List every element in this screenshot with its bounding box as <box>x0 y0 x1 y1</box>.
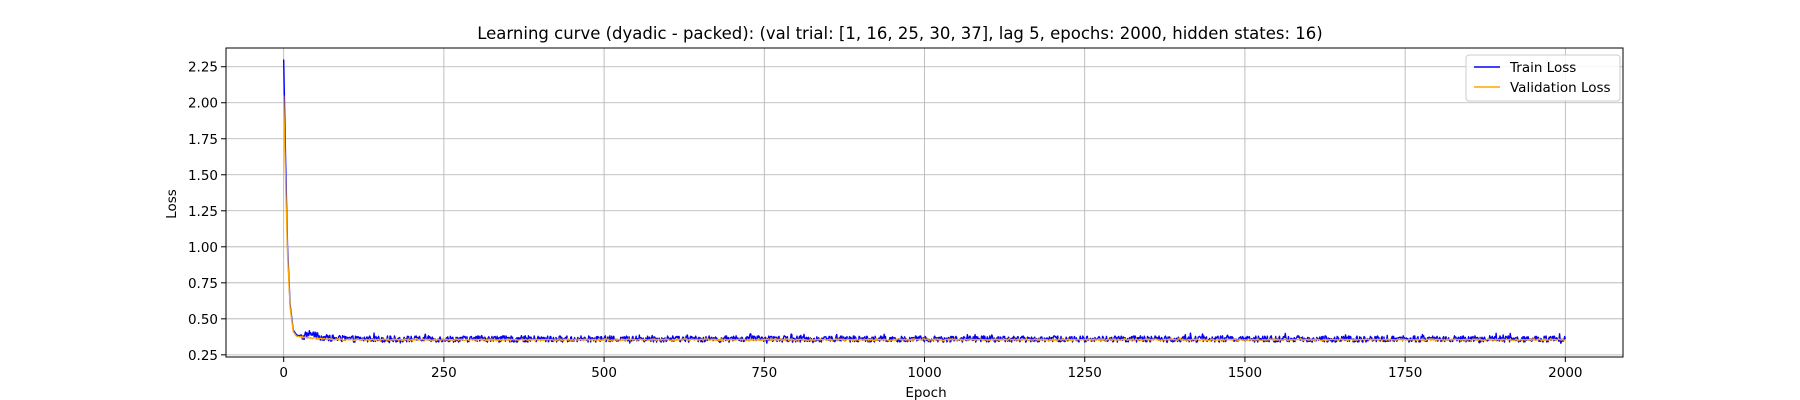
x-axis: 0 250 500 750 1000 1250 1500 1750 2000 <box>279 357 1583 381</box>
x-tick-label: 1250 <box>1068 365 1102 381</box>
chart-title: Learning curve (dyadic - packed): (val t… <box>477 24 1323 43</box>
y-tick-label: 0.25 <box>188 348 218 364</box>
x-tick-label: 250 <box>431 365 457 381</box>
x-tick-label: 500 <box>591 365 617 381</box>
x-tick-label: 0 <box>279 365 288 381</box>
y-tick-label: 1.25 <box>188 204 218 220</box>
x-tick-label: 2000 <box>1548 365 1582 381</box>
x-tick-label: 750 <box>751 365 777 381</box>
legend: Train Loss Validation Loss <box>1465 54 1621 102</box>
x-tick-label: 1750 <box>1388 365 1422 381</box>
grid-lines <box>226 48 1623 357</box>
legend-box <box>1465 54 1621 102</box>
series-layer <box>282 59 1567 344</box>
y-tick-label: 1.50 <box>188 168 218 184</box>
y-tick-label: 0.75 <box>188 276 218 292</box>
y-tick-label: 1.00 <box>188 240 218 256</box>
legend-validation-label: Validation Loss <box>1510 80 1611 96</box>
legend-train-label: Train Loss <box>1509 60 1576 76</box>
y-tick-label: 0.50 <box>188 312 218 328</box>
y-tick-label: 1.75 <box>188 132 218 148</box>
y-tick-label: 2.25 <box>188 60 218 76</box>
y-axis: 0.25 0.50 0.75 1.00 1.25 1.50 1.75 2.00 2.25 <box>188 60 226 364</box>
y-tick-label: 2.00 <box>188 96 218 112</box>
validation-loss-line <box>283 95 1566 342</box>
x-axis-label: Epoch <box>905 385 946 400</box>
x-tick-label: 1500 <box>1228 365 1262 381</box>
x-tick-label: 1000 <box>907 365 941 381</box>
y-axis-label: Loss <box>164 189 180 219</box>
